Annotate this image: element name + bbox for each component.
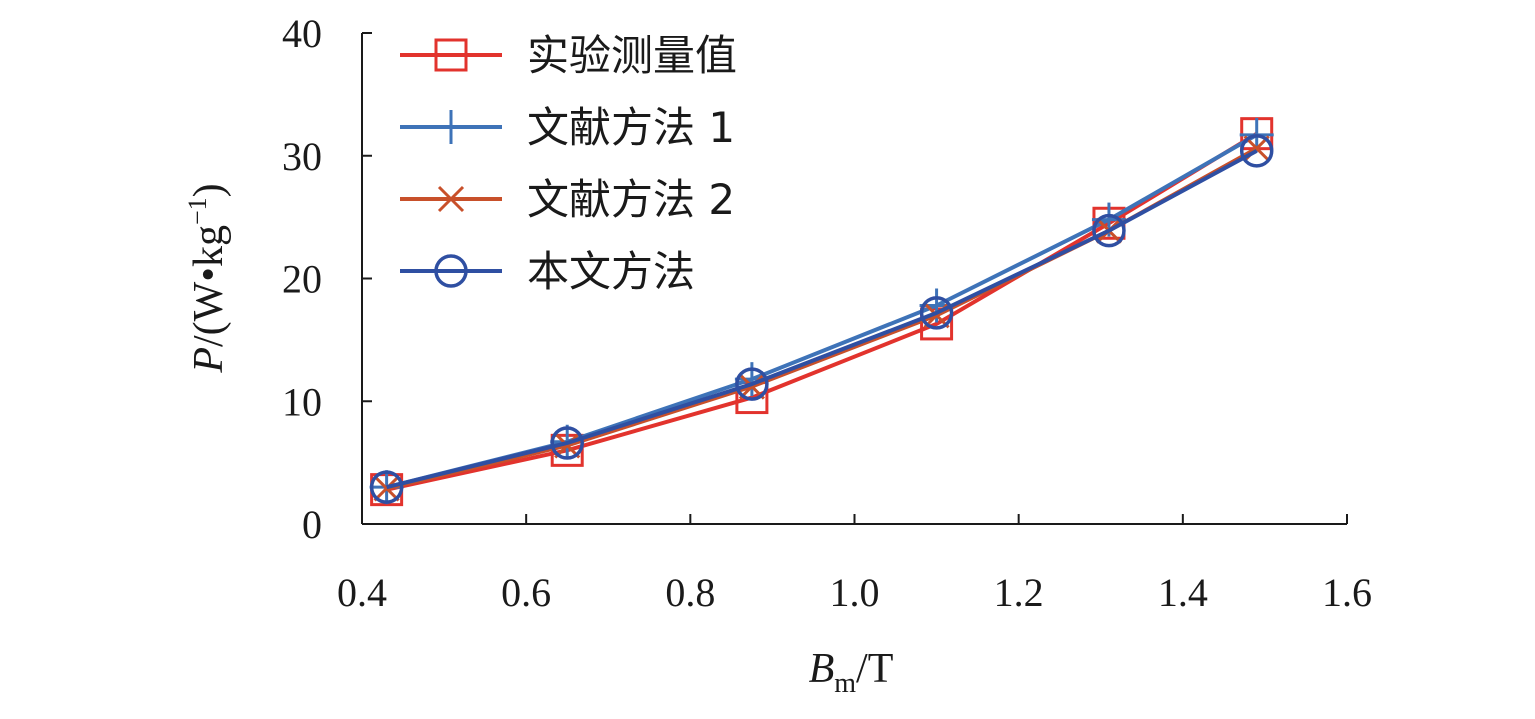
legend-label: 文献方法 2 (527, 175, 735, 224)
y-axis-title-unit: /(W•kg (186, 225, 232, 347)
x-tick-label: 1.0 (830, 570, 880, 615)
legend-label: 本文方法 (527, 247, 695, 296)
data-point (369, 470, 404, 504)
data-point (735, 367, 769, 401)
series-line (386, 146, 1258, 491)
data-point (373, 475, 400, 502)
y-tick-label: 30 (282, 134, 322, 179)
series-line (386, 131, 1258, 492)
legend-marker (434, 38, 468, 72)
plot-series (369, 117, 1274, 507)
series-line (386, 149, 1258, 490)
x-tick-label: 0.6 (501, 570, 551, 615)
y-axis-title: P/(W•kg−1) (183, 183, 232, 373)
y-tick-label: 20 (282, 257, 322, 302)
data-point (1239, 134, 1274, 168)
legend-item: 实验测量值 (400, 31, 737, 80)
series-2 (369, 117, 1274, 505)
legend-marker (437, 185, 465, 213)
legend-item: 文献方法 2 (400, 175, 735, 224)
legend-marker (434, 254, 468, 288)
y-tick-label: 10 (282, 379, 322, 424)
series-3 (373, 135, 1270, 502)
series-4 (369, 134, 1274, 504)
y-axis-title-close: ) (186, 183, 232, 197)
legend-label: 实验测量值 (527, 31, 737, 80)
x-tick-label: 1.2 (994, 570, 1044, 615)
y-axis-ticks: 0 10 20 30 40 (282, 11, 372, 547)
x-tick-label: 1.4 (1158, 570, 1208, 615)
y-axis-title-sup: −1 (183, 197, 212, 225)
x-axis-title-unit: /T (856, 646, 893, 692)
x-axis-title: Bm/T (809, 646, 894, 699)
legend-item: 文献方法 1 (400, 103, 735, 152)
data-point (550, 426, 584, 460)
data-point (919, 296, 954, 330)
y-tick-label: 0 (302, 502, 322, 547)
x-axis-title-sub: m (834, 668, 856, 699)
legend-marker (434, 110, 468, 144)
y-axis-title-main: P (186, 347, 232, 374)
axes (361, 33, 1347, 525)
x-tick-label: 0.8 (665, 570, 715, 615)
y-tick-label: 40 (282, 11, 322, 56)
data-point (738, 373, 765, 400)
x-tick-label: 0.4 (337, 570, 387, 615)
series-1 (370, 117, 1274, 507)
x-axis-title-main: B (809, 646, 835, 692)
legend-label: 文献方法 1 (527, 103, 735, 152)
data-point (1092, 213, 1126, 248)
legend-item: 本文方法 (400, 247, 695, 296)
x-tick-label: 1.6 (1322, 570, 1372, 615)
data-point (554, 432, 581, 459)
x-axis-ticks: 0.4 0.6 0.8 1.0 1.2 1.4 1.6 (337, 514, 1372, 615)
series-line (386, 133, 1258, 490)
